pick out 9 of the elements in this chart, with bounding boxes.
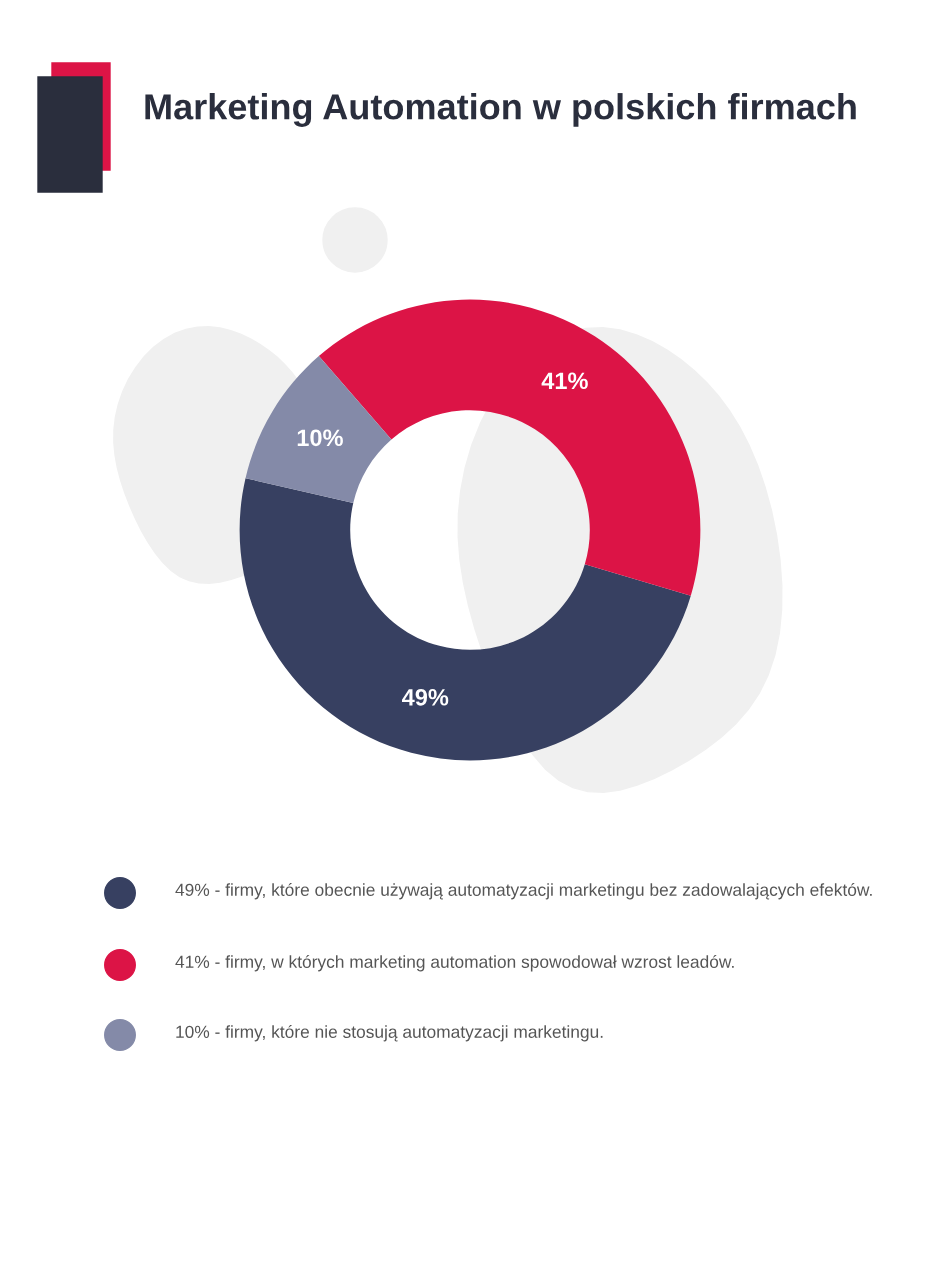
chart-title: Marketing Automation w polskich firmach bbox=[145, 93, 856, 127]
data-label: 41% bbox=[541, 372, 588, 390]
data-label: 10% bbox=[297, 429, 343, 447]
donut-slice bbox=[239, 478, 691, 761]
donut-slice bbox=[245, 356, 392, 504]
legend-label: 49% - firmy, które obecnie używają automatyzacji marketingu bez zadowalających efektów. bbox=[175, 883, 872, 900]
data-label: 49% bbox=[402, 688, 449, 706]
legend-label: 10% - firmy, które nie stosują automatyzacji marketingu. bbox=[176, 1025, 603, 1042]
legend-label: 41% - firmy, w których marketing automation spowodował wzrost leadów. bbox=[175, 955, 734, 972]
